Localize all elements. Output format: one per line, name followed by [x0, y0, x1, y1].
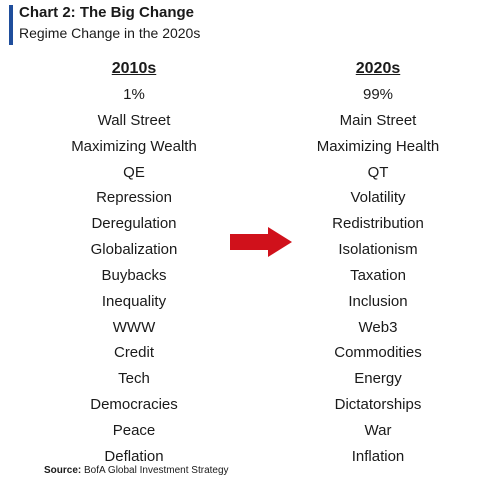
- source-text: BofA Global Investment Strategy: [84, 465, 229, 476]
- left-column-item: Buybacks: [101, 266, 167, 284]
- left-column-item: Inequality: [101, 292, 167, 310]
- title-accent-bar: [9, 5, 13, 45]
- left-column-item: Peace: [112, 421, 156, 439]
- chart-title: Chart 2: The Big Change: [19, 4, 195, 21]
- left-column-item: Deregulation: [91, 215, 177, 233]
- source-label: Source:: [44, 465, 82, 476]
- left-column-item: Wall Street: [97, 111, 171, 129]
- right-column-item: Taxation: [350, 266, 406, 284]
- right-arrow-icon: [230, 227, 292, 257]
- left-column-item: Deflation: [104, 447, 164, 465]
- left-column-header: 2010s: [111, 60, 157, 77]
- left-column-item: WWW: [112, 318, 156, 336]
- right-column-header: 2020s: [355, 60, 401, 77]
- right-column-item: Volatility: [350, 189, 406, 207]
- right-column-item: Main Street: [339, 111, 417, 129]
- right-column-item: Commodities: [334, 344, 422, 362]
- chart-subtitle: Regime Change in the 2020s: [19, 25, 201, 41]
- right-column-item: QT: [367, 163, 389, 181]
- right-column-item: Maximizing Health: [316, 137, 440, 155]
- left-column-item: Credit: [113, 344, 154, 362]
- right-column-item: Web3: [358, 318, 398, 336]
- left-column-item: Maximizing Wealth: [71, 137, 197, 155]
- source-note: Source: BofA Global Investment Strategy: [44, 465, 229, 476]
- left-column-item: 1%: [123, 86, 145, 103]
- left-column-item: Globalization: [90, 241, 178, 259]
- right-column-item: Inclusion: [348, 292, 408, 310]
- right-column-item: Energy: [354, 370, 402, 388]
- left-column-item: Tech: [118, 370, 150, 388]
- right-column-item: War: [364, 421, 392, 439]
- right-column-item: Isolationism: [338, 241, 418, 259]
- right-arrow-shape: [230, 227, 292, 257]
- left-column-item: Repression: [96, 189, 172, 207]
- right-column-item: Inflation: [351, 447, 405, 465]
- right-column-item: Dictatorships: [334, 396, 422, 414]
- left-column-item: Democracies: [90, 396, 178, 414]
- left-column: 2010s 1% Wall Street Maximizing Wealth Q…: [34, 58, 234, 470]
- left-column-item: QE: [123, 163, 145, 181]
- right-column-item: Redistribution: [332, 215, 424, 233]
- right-column-item: 99%: [362, 86, 394, 103]
- right-column: 2020s 99% Main Street Maximizing Health …: [278, 58, 478, 470]
